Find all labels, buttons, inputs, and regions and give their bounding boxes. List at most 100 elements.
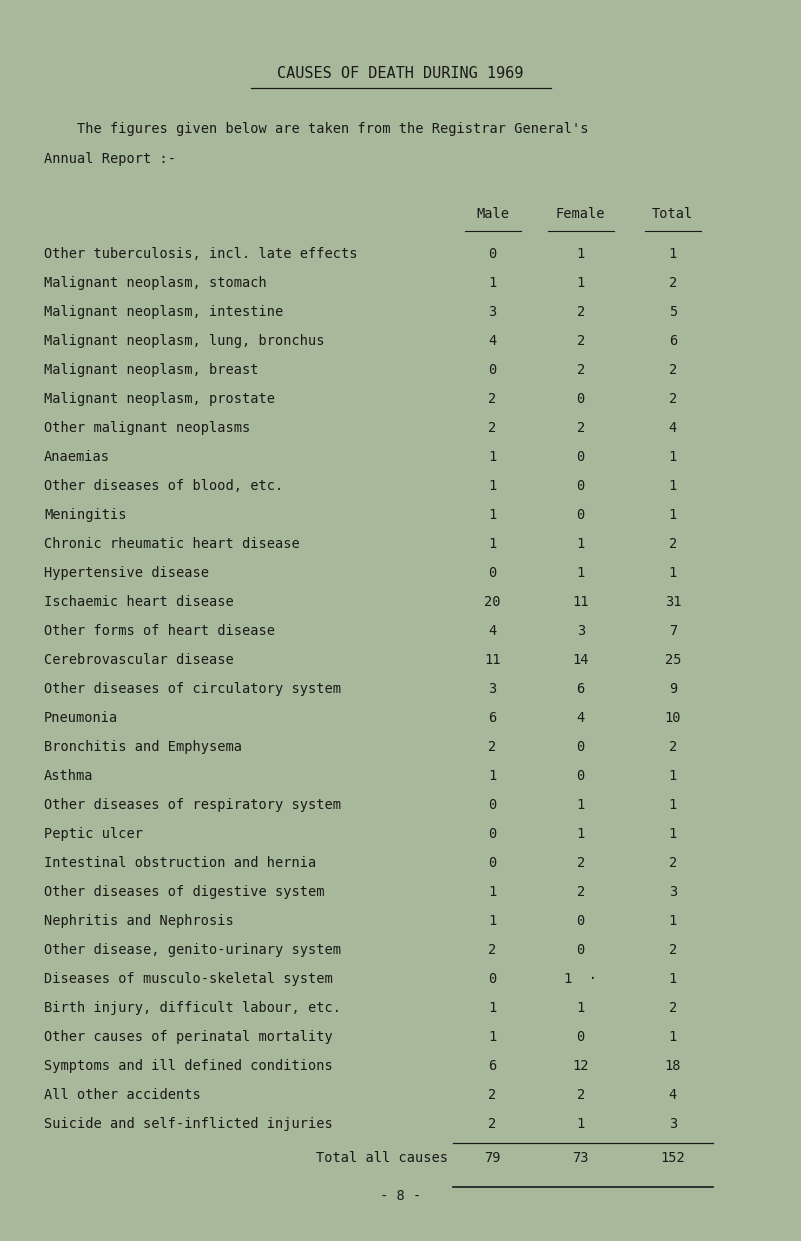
- Text: 1: 1: [669, 915, 677, 928]
- Text: Other disease, genito-urinary system: Other disease, genito-urinary system: [44, 943, 341, 957]
- Text: 2: 2: [489, 1117, 497, 1131]
- Text: 4: 4: [489, 624, 497, 638]
- Text: 2: 2: [489, 740, 497, 755]
- Text: 0: 0: [577, 392, 585, 406]
- Text: 2: 2: [669, 1001, 677, 1015]
- Text: 4: 4: [669, 421, 677, 436]
- Text: 2: 2: [669, 364, 677, 377]
- Text: 1: 1: [489, 276, 497, 290]
- Text: 3: 3: [669, 885, 677, 898]
- Text: Ischaemic heart disease: Ischaemic heart disease: [44, 594, 234, 609]
- Text: 1: 1: [577, 1001, 585, 1015]
- Text: 152: 152: [661, 1150, 685, 1165]
- Text: 1: 1: [669, 1030, 677, 1044]
- Text: 1  ·: 1 ·: [564, 972, 598, 987]
- Text: CAUSES OF DEATH DURING 1969: CAUSES OF DEATH DURING 1969: [277, 66, 524, 81]
- Text: 2: 2: [489, 421, 497, 436]
- Text: Anaemias: Anaemias: [44, 450, 110, 464]
- Text: Malignant neoplasm, stomach: Malignant neoplasm, stomach: [44, 276, 267, 290]
- Text: 1: 1: [669, 827, 677, 841]
- Text: 14: 14: [573, 653, 589, 666]
- Text: Intestinal obstruction and hernia: Intestinal obstruction and hernia: [44, 856, 316, 870]
- Text: Birth injury, difficult labour, etc.: Birth injury, difficult labour, etc.: [44, 1001, 341, 1015]
- Text: 0: 0: [489, 364, 497, 377]
- Text: 1: 1: [669, 972, 677, 987]
- Text: 2: 2: [577, 421, 585, 436]
- Text: 11: 11: [485, 653, 501, 666]
- Text: 1: 1: [669, 566, 677, 580]
- Text: 79: 79: [485, 1150, 501, 1165]
- Text: Hypertensive disease: Hypertensive disease: [44, 566, 209, 580]
- Text: 9: 9: [669, 683, 677, 696]
- Text: 1: 1: [489, 450, 497, 464]
- Text: 1: 1: [577, 798, 585, 812]
- Text: 2: 2: [669, 392, 677, 406]
- Text: Bronchitis and Emphysema: Bronchitis and Emphysema: [44, 740, 242, 755]
- Text: 2: 2: [669, 740, 677, 755]
- Text: 1: 1: [669, 450, 677, 464]
- Text: 0: 0: [489, 798, 497, 812]
- Text: 1: 1: [577, 566, 585, 580]
- Text: 0: 0: [577, 508, 585, 522]
- Text: 1: 1: [489, 1001, 497, 1015]
- Text: 5: 5: [669, 305, 677, 319]
- Text: 2: 2: [577, 334, 585, 347]
- Text: 31: 31: [665, 594, 681, 609]
- Text: 1: 1: [669, 479, 677, 493]
- Text: 73: 73: [573, 1150, 589, 1165]
- Text: Other causes of perinatal mortality: Other causes of perinatal mortality: [44, 1030, 332, 1044]
- Text: 0: 0: [577, 769, 585, 783]
- Text: 6: 6: [489, 711, 497, 725]
- Text: 0: 0: [489, 827, 497, 841]
- Text: Nephritis and Nephrosis: Nephritis and Nephrosis: [44, 915, 234, 928]
- Text: The figures given below are taken from the Registrar General's: The figures given below are taken from t…: [44, 122, 589, 137]
- Text: Cerebrovascular disease: Cerebrovascular disease: [44, 653, 234, 666]
- Text: Other malignant neoplasms: Other malignant neoplasms: [44, 421, 250, 436]
- Text: 1: 1: [577, 537, 585, 551]
- Text: 0: 0: [489, 566, 497, 580]
- Text: Peptic ulcer: Peptic ulcer: [44, 827, 143, 841]
- Text: Malignant neoplasm, prostate: Malignant neoplasm, prostate: [44, 392, 275, 406]
- Text: Asthma: Asthma: [44, 769, 94, 783]
- Text: 1: 1: [489, 769, 497, 783]
- Text: Malignant neoplasm, breast: Malignant neoplasm, breast: [44, 364, 259, 377]
- Text: 2: 2: [577, 885, 585, 898]
- Text: 25: 25: [665, 653, 681, 666]
- Text: 20: 20: [485, 594, 501, 609]
- Text: 6: 6: [489, 1059, 497, 1073]
- Text: 1: 1: [669, 798, 677, 812]
- Text: Diseases of musculo-skeletal system: Diseases of musculo-skeletal system: [44, 972, 332, 987]
- Text: Other diseases of respiratory system: Other diseases of respiratory system: [44, 798, 341, 812]
- Text: Other tuberculosis, incl. late effects: Other tuberculosis, incl. late effects: [44, 247, 357, 261]
- Text: 1: 1: [577, 827, 585, 841]
- Text: Other diseases of blood, etc.: Other diseases of blood, etc.: [44, 479, 284, 493]
- Text: 0: 0: [489, 856, 497, 870]
- Text: Meningitis: Meningitis: [44, 508, 127, 522]
- Text: 7: 7: [669, 624, 677, 638]
- Text: 6: 6: [669, 334, 677, 347]
- Text: 1: 1: [489, 885, 497, 898]
- Text: 3: 3: [669, 1117, 677, 1131]
- Text: Chronic rheumatic heart disease: Chronic rheumatic heart disease: [44, 537, 300, 551]
- Text: 1: 1: [669, 769, 677, 783]
- Text: 2: 2: [669, 276, 677, 290]
- Text: 0: 0: [577, 740, 585, 755]
- Text: 1: 1: [489, 508, 497, 522]
- Text: 2: 2: [577, 364, 585, 377]
- Text: Other diseases of digestive system: Other diseases of digestive system: [44, 885, 324, 898]
- Text: 2: 2: [669, 856, 677, 870]
- Text: All other accidents: All other accidents: [44, 1088, 201, 1102]
- Text: 10: 10: [665, 711, 681, 725]
- Text: - 8 -: - 8 -: [380, 1189, 421, 1203]
- Text: 1: 1: [669, 508, 677, 522]
- Text: 1: 1: [489, 1030, 497, 1044]
- Text: 0: 0: [577, 450, 585, 464]
- Text: 0: 0: [489, 247, 497, 261]
- Text: Symptoms and ill defined conditions: Symptoms and ill defined conditions: [44, 1059, 332, 1073]
- Text: 6: 6: [577, 683, 585, 696]
- Text: Total: Total: [652, 207, 694, 221]
- Text: 0: 0: [577, 479, 585, 493]
- Text: 1: 1: [577, 247, 585, 261]
- Text: 1: 1: [489, 537, 497, 551]
- Text: Other diseases of circulatory system: Other diseases of circulatory system: [44, 683, 341, 696]
